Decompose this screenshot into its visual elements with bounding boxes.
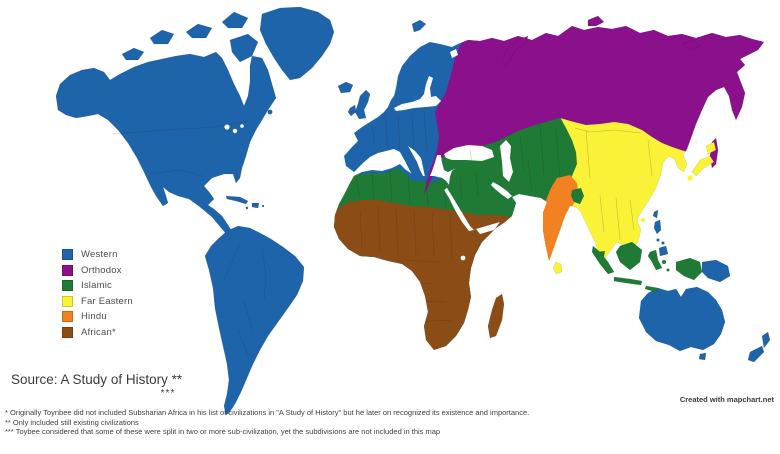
country-borders-americas [111, 120, 267, 357]
caspian-sea [500, 140, 513, 182]
legend-label-far-eastern: Far Eastern [81, 295, 133, 307]
baltic-sea [394, 76, 441, 111]
great-lake-2 [232, 128, 238, 134]
legend-swatch-western [62, 249, 73, 261]
sri-lanka [552, 261, 563, 275]
madagascar [487, 293, 505, 339]
java-indonesia [613, 276, 643, 286]
sulawesi [647, 249, 663, 271]
arctic-island-4 [121, 47, 145, 61]
footnotes-block: * Originally Toynbee did not included Su… [5, 408, 529, 437]
luzon-philippines [653, 219, 662, 235]
footnote-2: ** Only included still existing civiliza… [5, 417, 139, 427]
mindanao-philippines [658, 245, 669, 257]
legend-item-far-eastern: Far Eastern [62, 294, 133, 310]
footnote-1: * Originally Toynbee did not included Su… [5, 408, 530, 417]
visayas-1 [656, 238, 660, 242]
hokkaido-japan [705, 141, 717, 155]
white-sea [450, 49, 458, 58]
gulf-of-aden [476, 222, 500, 234]
svalbard [411, 19, 427, 33]
sumatra-indonesia [591, 245, 615, 275]
legend-label-western: Western [81, 249, 118, 261]
papua-new-guinea [701, 259, 731, 283]
moluccas-2 [666, 268, 670, 272]
honshu-japan [691, 155, 715, 177]
visayas-2 [661, 241, 665, 245]
baffin-island [229, 33, 259, 63]
region-western-australia [638, 286, 726, 352]
legend-swatch-far-eastern [62, 295, 73, 307]
hispaniola [251, 202, 260, 209]
legend-item-orthodox: Orthodox [62, 263, 133, 279]
west-new-guinea [675, 257, 703, 281]
persian-gulf [491, 182, 512, 199]
newfoundland [267, 109, 273, 115]
hainan [640, 217, 646, 223]
severnaya-zemlya [587, 15, 605, 27]
moluccas-1 [662, 260, 666, 264]
footnote-3: *** Toybee considered that some of these… [5, 427, 441, 437]
legend-swatch-african [62, 326, 73, 338]
legend-label-african: African* [81, 326, 116, 338]
ireland [347, 104, 357, 117]
kyushu-japan [687, 175, 693, 181]
legend-swatch-hindu [62, 311, 73, 323]
new-zealand-north [761, 331, 771, 349]
iceland [337, 81, 354, 94]
region-islamic-bangladesh [571, 188, 584, 204]
cuba [225, 195, 249, 205]
arctic-island-2 [185, 23, 213, 39]
lake-victoria [460, 255, 466, 261]
lesser-sunda [644, 285, 659, 293]
legend-item-hindu: Hindu [62, 309, 133, 325]
region-western-greenland [259, 6, 335, 81]
new-zealand-south [747, 345, 765, 363]
jamaica [245, 206, 249, 210]
region-western-south-america [204, 225, 305, 416]
novaya-zemlya [501, 35, 529, 67]
mapchart-credit: Created with mapchart.net [679, 395, 774, 404]
annotation-stars: *** [160, 388, 176, 399]
great-lake-1 [224, 124, 230, 130]
source-title: Source: A Study of History ** [11, 372, 183, 387]
great-britain [354, 89, 371, 120]
black-sea [444, 145, 494, 161]
tasmania [698, 352, 707, 361]
legend-label-islamic: Islamic [81, 280, 112, 292]
legend-label-hindu: Hindu [81, 311, 107, 323]
region-hindu-india [542, 175, 578, 263]
new-siberian-islands [681, 39, 701, 51]
great-lake-3 [240, 124, 244, 128]
arctic-island-3 [221, 11, 249, 29]
legend-item-western: Western [62, 247, 133, 263]
region-western-north-america [55, 51, 277, 238]
legend-item-african: African* [62, 325, 133, 341]
legend-item-islamic: Islamic [62, 278, 133, 294]
taiwan [652, 209, 659, 219]
puerto-rico [261, 204, 265, 208]
legend-swatch-islamic [62, 280, 73, 292]
red-sea [444, 188, 474, 231]
borneo [615, 241, 643, 271]
map-legend: Western Orthodox Islamic Far Eastern Hin… [62, 247, 133, 340]
arctic-island-1 [149, 29, 175, 45]
legend-label-orthodox: Orthodox [81, 264, 122, 276]
legend-swatch-orthodox [62, 264, 73, 276]
